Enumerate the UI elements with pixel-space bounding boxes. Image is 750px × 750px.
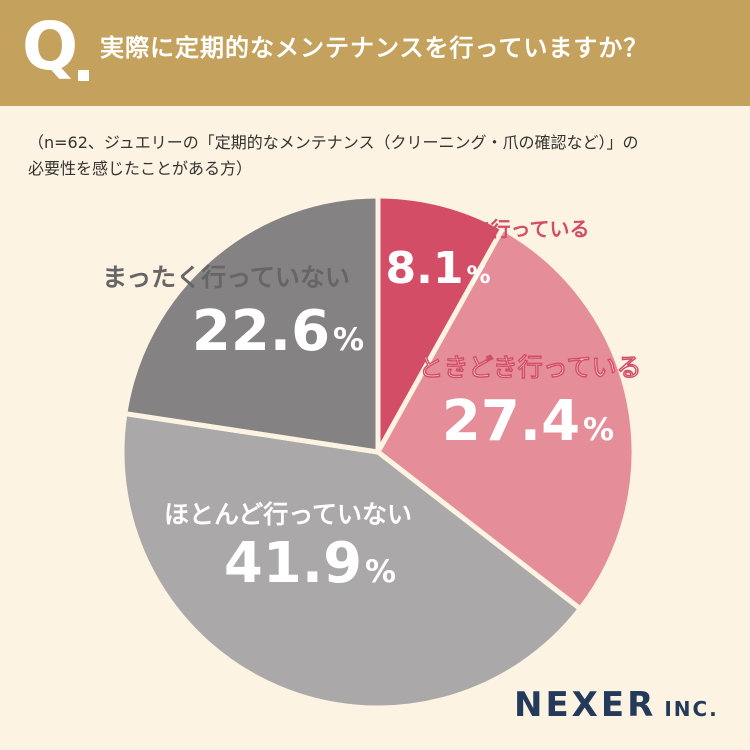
header-bar: Q 実際に定期的なメンテナンスを行っていますか？ [0, 0, 750, 106]
q-label: Q [22, 8, 79, 85]
q-dot-icon [78, 70, 89, 81]
question-title: 実際に定期的なメンテナンスを行っていますか？ [100, 34, 649, 62]
slice-label-rarely: ほとんど行っていない [164, 500, 412, 529]
pie-slice-sometimes [375, 225, 637, 612]
slice-label-regular: 定期的に行っている [411, 217, 590, 241]
brand-name: NEXER [514, 685, 657, 725]
slice-value-sometimes: 27.4% [442, 389, 614, 454]
slice-value-never: 22.6% [192, 299, 364, 364]
pie-slice-regular [375, 193, 506, 455]
slice-value-rarely: 41.9% [224, 531, 396, 596]
sample-note: （n=62、ジュエリーの「定期的なメンテナンス（クリーニング・爪の確認など）」の… [28, 130, 728, 182]
pie-slices [119, 193, 637, 711]
pie-slice-never [122, 193, 381, 455]
brand-suffix: INC. [664, 697, 719, 721]
pie-slice-rarely [119, 411, 583, 711]
sample-note-line-2: 必要性を感じたことがある方） [28, 159, 253, 178]
slice-value-regular: 8.1% [386, 243, 491, 294]
nexer-logo: NEXER INC. [514, 688, 719, 722]
sample-note-line-1: （n=62、ジュエリーの「定期的なメンテナンス（クリーニング・爪の確認など）」の [28, 133, 639, 152]
slice-label-sometimes: ときどき行っている [418, 353, 641, 382]
slice-label-never: まったく行っていない [102, 263, 350, 292]
